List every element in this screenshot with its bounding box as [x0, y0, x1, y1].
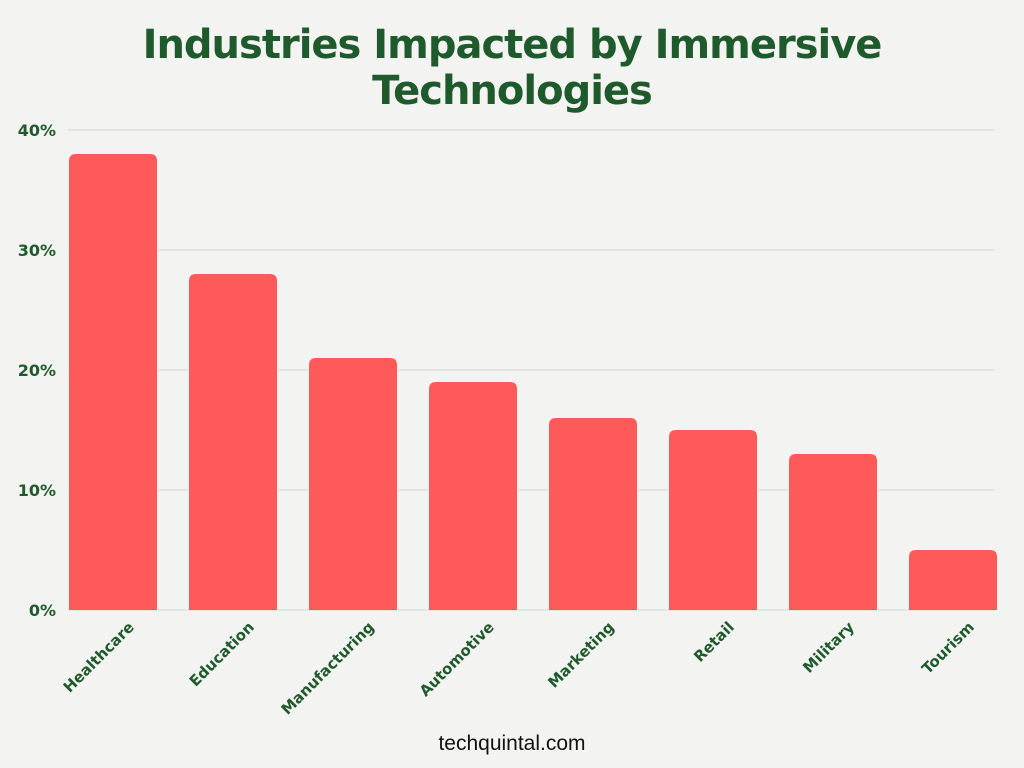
bar-marketing	[549, 418, 637, 610]
source-footer: techquintal.com	[438, 732, 586, 755]
bar-healthcare	[69, 154, 157, 610]
x-tick-label: Education	[186, 618, 258, 690]
y-tick-label: 10%	[18, 481, 56, 500]
bar-manufacturing	[309, 358, 397, 610]
y-tick-label: 0%	[29, 601, 56, 620]
chart-title: Industries Impacted by Immersive Technol…	[142, 22, 883, 114]
x-tick-label: Military	[799, 618, 858, 677]
x-tick-label: Healthcare	[60, 618, 138, 696]
bar-military	[789, 454, 877, 610]
x-tick-label: Manufacturing	[278, 618, 378, 718]
x-tick-label: Retail	[690, 618, 738, 666]
x-tick-label: Marketing	[544, 618, 617, 691]
bar-education	[189, 274, 277, 610]
x-tick-label: Tourism	[918, 618, 978, 678]
y-tick-label: 40%	[18, 121, 56, 140]
bar-tourism	[909, 550, 997, 610]
x-tick-label: Automotive	[416, 618, 498, 700]
y-tick-label: 20%	[18, 361, 56, 380]
bar-retail	[669, 430, 757, 610]
bar-automotive	[429, 382, 517, 610]
y-tick-label: 30%	[18, 241, 56, 260]
